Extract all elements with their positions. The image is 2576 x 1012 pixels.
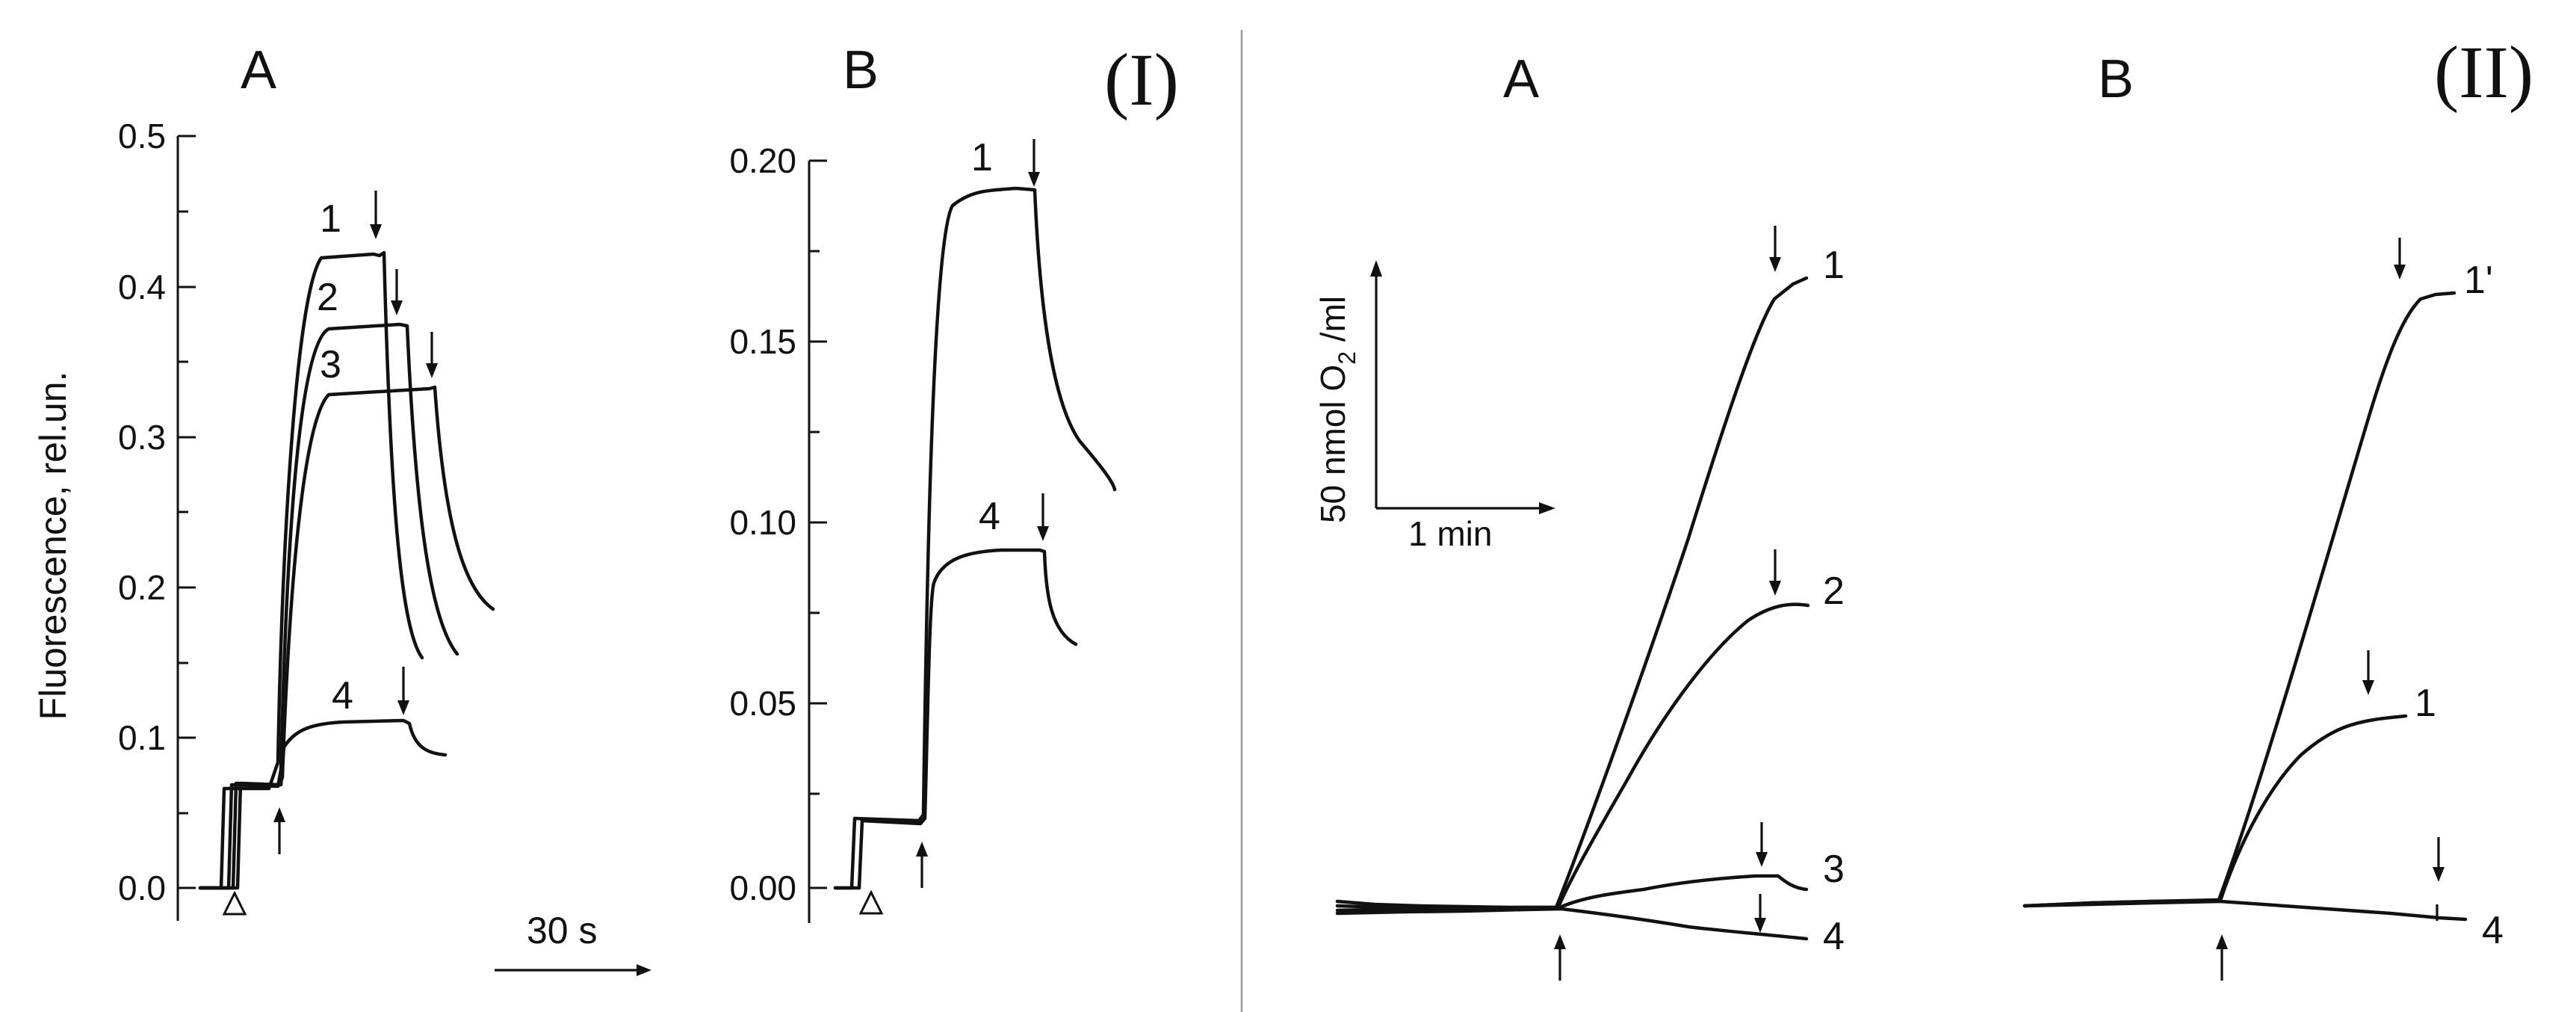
- chart-II-B: 1' 1 4: [2022, 238, 2504, 981]
- down-arrow-head-II-B: [2433, 867, 2445, 882]
- y-tick-label-I-A: 0.3: [118, 418, 166, 457]
- y-ticks-I-A: [178, 135, 196, 889]
- down-arrow-head-II-A: [1754, 918, 1766, 933]
- y-tick-label-I-B: 0.20: [729, 141, 796, 180]
- down-arrow-head-I-A: [370, 224, 382, 239]
- series-label-II-A-1: 1: [1823, 244, 1845, 287]
- down-arrow-head-I-A: [397, 700, 409, 715]
- down-arrow-head-I-B: [1028, 172, 1040, 187]
- series-label-I-A-2: 2: [317, 276, 338, 319]
- panel-label-I-B: B: [843, 40, 879, 100]
- y-tick-label-I-A: 0.5: [118, 117, 166, 155]
- series-I-B-4: [833, 548, 1078, 890]
- down-arrow-head-II-B: [2394, 265, 2406, 280]
- series-II-A-3: [1335, 874, 1809, 913]
- down-arrow-head-II-A: [1756, 852, 1768, 867]
- series-II-B-4: [2022, 899, 2468, 922]
- y-tick-label-I-B: 0.15: [729, 322, 796, 361]
- series-I-A-4: [198, 718, 448, 890]
- down-arrows-I-A: [370, 191, 438, 715]
- y-tick-label-I-B: 0.10: [729, 503, 796, 542]
- series-I-A-2: [198, 322, 459, 890]
- panel-label-II-A: A: [1503, 49, 1539, 109]
- scale-bar-y-label-tail: /ml: [1313, 296, 1352, 351]
- y-tick-labels-I-A: 0.5 0.4 0.3 0.2 0.1 0.0: [118, 117, 166, 907]
- series-label-I-B-1: 1: [971, 136, 993, 179]
- y-axis-label-I-A: Fluorescence, rel.un.: [32, 371, 74, 721]
- up-arrow-head-II-B: [2216, 934, 2228, 949]
- series-label-II-A-2: 2: [1823, 570, 1845, 613]
- series-II-A-4: [1335, 907, 1809, 941]
- panel-label-II-B: B: [2098, 49, 2134, 109]
- series-label-II-B-1: 1: [2415, 682, 2436, 725]
- scale-bar-y-label-main: 50 nmol O: [1313, 365, 1352, 523]
- series-II-A-2: [1335, 602, 1810, 911]
- series-label-II-A-4: 4: [1823, 915, 1845, 958]
- scale-bar-x-head-II-A: [1539, 502, 1555, 514]
- chart-II-A: 50 nmol O2 /ml 1 min 1 2 3 4: [1313, 226, 1845, 981]
- down-arrows-II-A: [1754, 226, 1781, 933]
- series-label-I-A-3: 3: [320, 343, 341, 386]
- down-arrow-head-I-B: [1037, 526, 1049, 541]
- series-label-II-A-3: 3: [1823, 848, 1845, 891]
- scale-bar-x-label-II-A: 1 min: [1408, 514, 1492, 553]
- down-arrow-head-II-A: [1769, 581, 1781, 596]
- y-tick-labels-I-B: 0.20 0.15 0.10 0.05 0.00: [729, 141, 796, 907]
- panel-label-I-A: A: [241, 40, 276, 100]
- triangle-marker-I-A: [222, 890, 247, 916]
- time-scale-label-I-A: 30 s: [527, 910, 598, 951]
- series-label-I-A-4: 4: [332, 674, 353, 718]
- chart-I-B: 0.20 0.15 0.10 0.05 0.00 1 4: [729, 136, 1117, 923]
- series-II-A-1: [1335, 276, 1809, 910]
- down-arrow-head-II-A: [1769, 257, 1781, 272]
- chart-I-A: Fluorescence, rel.un. 0.5 0.4 0.3 0.2 0.…: [32, 117, 651, 976]
- y-tick-label-I-A: 0.0: [118, 868, 166, 907]
- down-arrow-head-II-B: [2362, 680, 2374, 695]
- series-label-II-B-4: 4: [2482, 909, 2504, 952]
- up-arrow-head-I-A: [273, 807, 285, 822]
- series-I-B-1: [833, 186, 1117, 890]
- scale-bar-y-label-sub: 2: [1334, 351, 1360, 365]
- scale-bar-y-head-II-A: [1370, 260, 1382, 277]
- time-scale-bar-head-I-A: [637, 964, 651, 976]
- series-II-B-1: [2022, 714, 2408, 908]
- down-arrows-II-B: [2362, 238, 2445, 882]
- up-arrow-head-II-A: [1554, 934, 1566, 949]
- y-tick-label-I-A: 0.1: [118, 718, 166, 757]
- y-tick-label-I-B: 0.05: [729, 684, 796, 723]
- y-tick-label-I-A: 0.2: [118, 568, 166, 607]
- series-label-I-B-4: 4: [979, 495, 1000, 538]
- up-arrow-head-I-B: [916, 842, 928, 857]
- y-tick-label-I-B: 0.00: [729, 868, 796, 907]
- series-I-A-3: [198, 385, 495, 890]
- down-arrows-I-B: [1028, 139, 1049, 541]
- y-tick-label-I-A: 0.4: [118, 268, 166, 306]
- y-ticks-I-B: [809, 159, 827, 889]
- series-I-A-1: [198, 250, 424, 890]
- series-label-I-A-1: 1: [320, 197, 341, 241]
- down-arrow-head-I-A: [391, 300, 403, 315]
- group-label-I: (I): [1104, 38, 1179, 121]
- triangle-marker-I-B: [858, 889, 884, 915]
- down-arrow-head-I-A: [426, 363, 438, 378]
- series-label-II-B-1prime: 1': [2464, 259, 2493, 302]
- series-II-B-1prime: [2022, 291, 2456, 908]
- group-label-II: (II): [2434, 31, 2533, 114]
- scale-bar-y-label-II-A: 50 nmol O2 /ml: [1313, 296, 1360, 523]
